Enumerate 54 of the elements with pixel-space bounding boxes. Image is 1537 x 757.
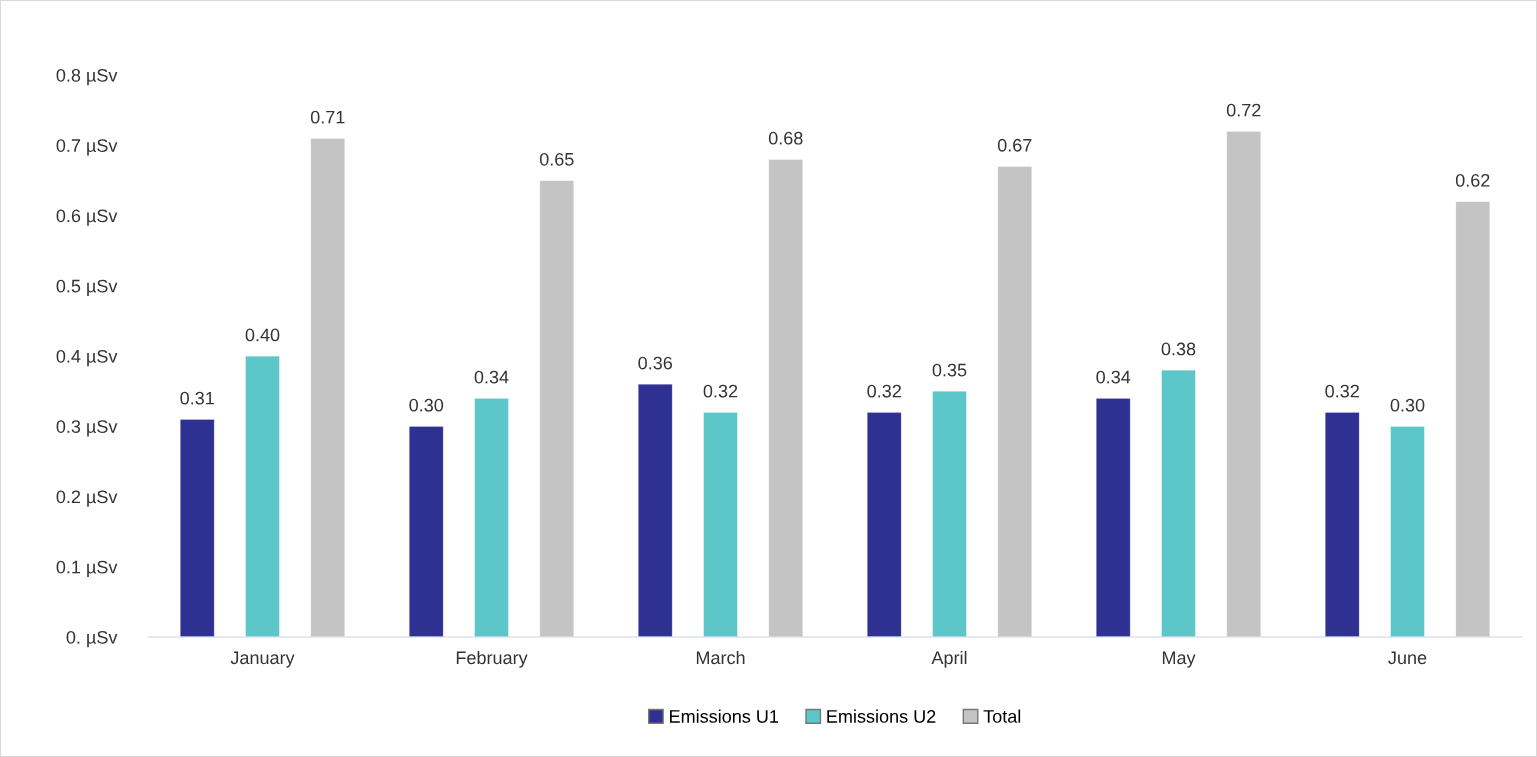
- y-tick-label: 0.4 µSv: [56, 349, 118, 367]
- bar: [408, 425, 444, 637]
- bar: [1324, 411, 1360, 637]
- y-tick-label: 0.6 µSv: [56, 209, 118, 226]
- y-tick-label: 0.2 µSv: [56, 490, 118, 507]
- data-label: 0.36: [638, 356, 673, 370]
- data-label: 0.30: [1390, 398, 1425, 412]
- bar: [1160, 369, 1197, 637]
- data-label: 0.38: [1161, 342, 1196, 356]
- y-tick-label: 0.3 µSv: [56, 420, 118, 437]
- y-tick-label: 0.1 µSv: [56, 560, 118, 578]
- bar: [1389, 425, 1426, 637]
- data-label: 0.72: [1226, 103, 1261, 117]
- data-label: 0.68: [768, 131, 803, 145]
- bar: [866, 411, 902, 637]
- data-label: 0.35: [932, 363, 967, 377]
- bar: [473, 397, 510, 637]
- x-tick-label: June: [1388, 651, 1427, 665]
- data-label: 0.31: [180, 391, 214, 405]
- bar: [637, 383, 673, 637]
- y-tick-label: 0.5 µSv: [56, 279, 118, 297]
- bar: [179, 418, 215, 637]
- y-tick-label: 0.8 µSv: [56, 68, 118, 86]
- data-label: 0.67: [997, 138, 1032, 152]
- x-tick-label: February: [456, 650, 528, 668]
- data-label: 0.71: [310, 110, 345, 124]
- x-tick-label: January: [230, 651, 295, 668]
- x-tick-label: April: [931, 650, 967, 668]
- bar: [244, 355, 281, 637]
- bar: [997, 165, 1033, 637]
- y-tick-label: 0.7 µSv: [56, 139, 118, 156]
- bar: [310, 137, 346, 637]
- data-label: 0.32: [1325, 384, 1359, 398]
- data-label: 0.65: [539, 152, 574, 166]
- y-tick-label: 0. µSv: [66, 630, 118, 648]
- x-tick-label: May: [1162, 651, 1196, 668]
- bar: [931, 390, 968, 637]
- bar: [768, 158, 804, 637]
- data-label: 0.34: [474, 370, 509, 384]
- bar: [1095, 397, 1131, 637]
- data-label: 0.62: [1455, 173, 1490, 187]
- legend-label: Emissions U1: [670, 709, 779, 723]
- bar: [1455, 201, 1491, 637]
- bar: [1226, 130, 1262, 637]
- legend-label: Total: [983, 709, 1021, 723]
- bar: [539, 180, 575, 637]
- bar: [702, 411, 739, 637]
- legend-label: Emissions U2: [827, 709, 936, 723]
- data-label: 0.32: [703, 384, 738, 398]
- data-label: 0.32: [867, 384, 901, 398]
- data-label: 0.40: [245, 328, 280, 342]
- data-label: 0.34: [1096, 370, 1131, 384]
- x-tick-label: March: [696, 650, 745, 665]
- data-label: 0.30: [409, 398, 444, 412]
